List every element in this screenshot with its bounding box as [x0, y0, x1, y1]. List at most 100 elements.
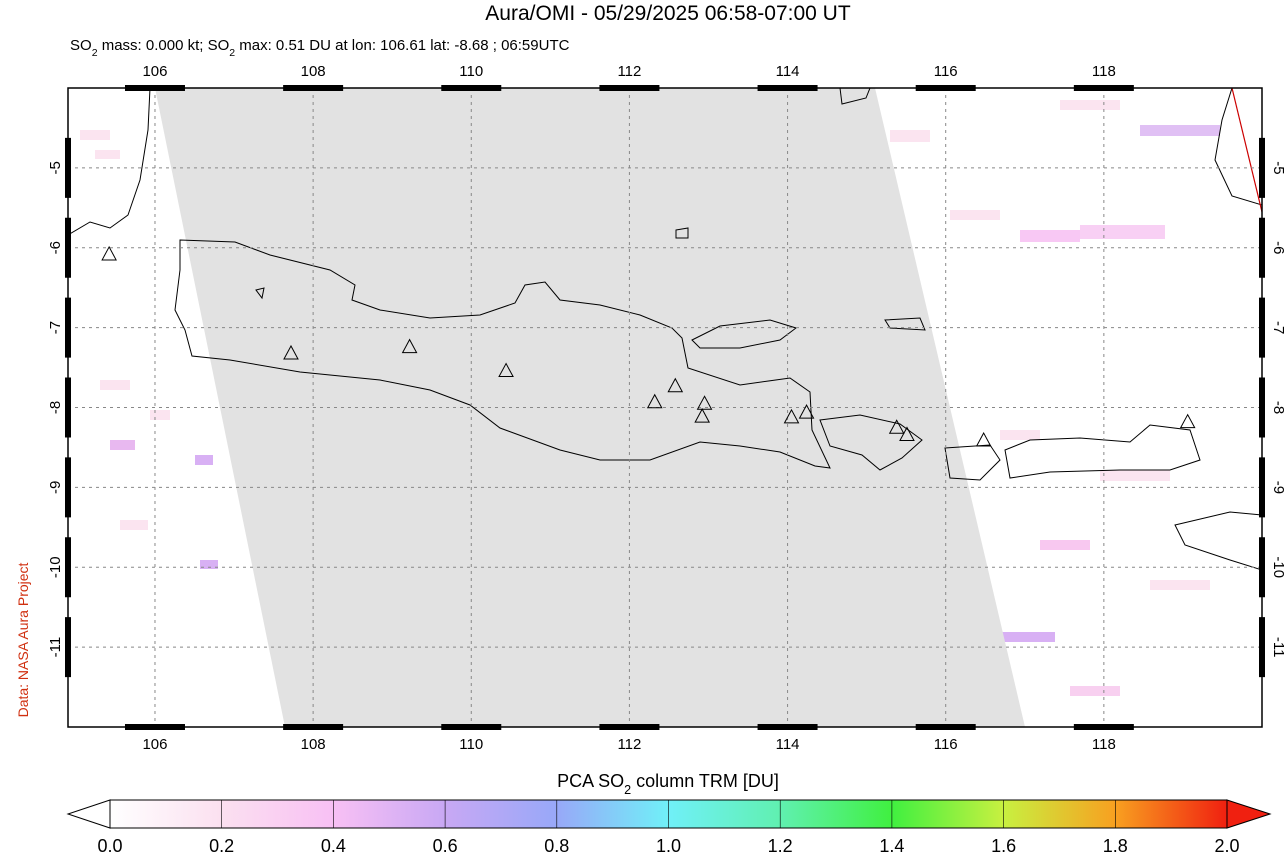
x-tick-label: 106	[142, 63, 167, 80]
subtitle: SO2 mass: 0.000 kt; SO2 max: 0.51 DU at …	[70, 37, 570, 59]
x-tick-label: 114	[776, 63, 800, 80]
y-tick-label: -5	[1270, 161, 1287, 174]
tick-mark	[1259, 457, 1265, 518]
volcano	[646, 393, 663, 409]
y-tick-label: -7	[47, 321, 64, 334]
text-part: max: 0.51 DU at lon: 106.61 lat: -8.68 ;…	[235, 37, 570, 54]
pixels	[80, 100, 1220, 696]
x-tick-label: 106	[142, 736, 167, 753]
x-tick-label: 110	[459, 63, 483, 80]
coastlines	[68, 88, 1262, 571]
x-tick-label: 108	[301, 736, 326, 753]
tick-mark	[65, 377, 71, 438]
y-tick-label: -9	[47, 481, 64, 494]
x-tick-label: 110	[459, 736, 483, 753]
tick-mark	[1259, 377, 1265, 438]
y-tick-label: -9	[1270, 481, 1287, 494]
tick-mark	[124, 85, 185, 91]
colorbar-ticks: 0.0 0.2 0.4 0.6 0.8 1.0 1.2 1.4 1.6 1.8 2.0	[97, 800, 1240, 855]
volcano	[696, 395, 713, 410]
subscript: 2	[92, 47, 98, 59]
volcano	[1179, 413, 1196, 429]
volcano	[283, 344, 299, 360]
colorbar-tick-label: 1.8	[1103, 836, 1128, 855]
colorbar-low-arrow	[66, 799, 111, 829]
tick-mark	[1259, 537, 1265, 598]
tick-mark	[1073, 85, 1134, 91]
tick-mark	[283, 724, 344, 730]
tick-mark	[1259, 137, 1265, 198]
x-tick-label: 112	[617, 63, 641, 80]
volcano	[888, 419, 905, 434]
colorbar-tick-label: 1.4	[879, 836, 904, 855]
tick-mark	[1259, 617, 1265, 678]
tick-mark	[1259, 217, 1265, 278]
text-part: mass: 0.000 kt; SO	[98, 37, 230, 54]
tick-mark	[1259, 297, 1265, 358]
volcano	[498, 362, 514, 378]
volcano	[667, 377, 684, 393]
colorbar-tick-label: 0.6	[433, 836, 458, 855]
colorbar-tick-label: 1.2	[768, 836, 793, 855]
y-tick-label: -7	[1270, 321, 1287, 334]
y-tick-label: -8	[1270, 401, 1287, 414]
colorbar-label: PCA SO2 column TRM [DU]	[557, 771, 779, 797]
y-tick-label: -11	[1270, 637, 1287, 658]
y-tick-label: -8	[47, 401, 64, 414]
colorbar-tick-label: 1.6	[991, 836, 1016, 855]
y-tick-label: -6	[47, 241, 64, 254]
tick-mark	[283, 85, 344, 91]
tick-mark	[65, 617, 71, 678]
y-tick-label: -11	[47, 637, 64, 658]
tick-mark	[1073, 724, 1134, 730]
volcano	[783, 408, 800, 424]
map-area	[68, 88, 1262, 727]
volcanoes	[101, 245, 1196, 447]
subscript: 2	[229, 47, 235, 59]
x-tick-label: 108	[301, 63, 326, 80]
title: Aura/OMI - 05/29/2025 06:58-07:00 UT	[485, 2, 851, 25]
x-tick-label: 118	[1092, 63, 1116, 80]
volcano	[975, 431, 992, 447]
swath	[155, 88, 1025, 727]
axes: 106 106 108 108 110 110 112 112 114 114 116 116 118 1…	[47, 63, 1287, 753]
colorbar-tick-label: 2.0	[1214, 836, 1239, 855]
text-part: PCA SO	[557, 771, 624, 791]
tick-mark	[65, 217, 71, 278]
colorbar-tick-label: 0.8	[544, 836, 569, 855]
tick-mark	[65, 457, 71, 518]
x-tick-label: 116	[934, 63, 958, 80]
x-tick-label: 112	[617, 736, 641, 753]
tick-mark	[65, 137, 71, 198]
colorbar-high-arrow	[1226, 799, 1272, 829]
volcano	[401, 338, 418, 354]
credit: Data: NASA Aura Project	[15, 562, 31, 717]
tick-mark	[441, 724, 502, 730]
tick-mark	[599, 85, 660, 91]
x-tick-label: 116	[934, 736, 958, 753]
colorbar-tick-label: 0.0	[97, 836, 122, 855]
volcano	[101, 245, 117, 261]
text-part: SO	[70, 37, 92, 54]
colorbar-tick-label: 0.2	[209, 836, 234, 855]
volcano	[798, 404, 815, 419]
tick-mark	[124, 724, 185, 730]
colorbar-tick-label: 1.0	[656, 836, 681, 855]
orbit-edge	[1231, 88, 1262, 213]
text-part: column TRM [DU]	[631, 771, 779, 791]
x-tick-label: 118	[1092, 736, 1116, 753]
grid	[68, 88, 1262, 727]
volcano	[694, 408, 711, 423]
tick-mark	[599, 724, 660, 730]
colorbar-tick-label: 0.4	[321, 836, 346, 855]
tick-mark	[915, 724, 976, 730]
volcano	[899, 426, 915, 441]
tick-mark	[441, 85, 502, 91]
tick-mark	[65, 537, 71, 598]
tick-mark	[915, 85, 976, 91]
tick-mark	[757, 724, 818, 730]
y-tick-label: -10	[1270, 556, 1287, 578]
subscript: 2	[624, 783, 631, 797]
x-tick-label: 114	[776, 736, 800, 753]
